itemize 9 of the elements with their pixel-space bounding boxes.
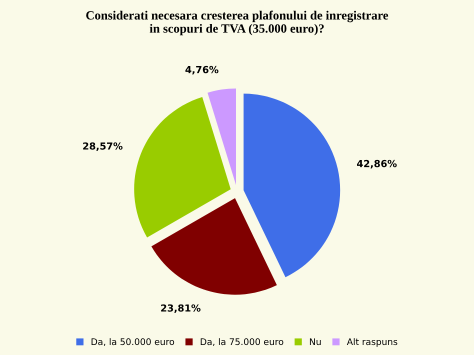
data-label: 4,76% (185, 66, 218, 74)
data-label: 23,81% (161, 304, 201, 313)
legend-label: Da, la 50.000 euro (92, 338, 174, 346)
data-label: 42,86% (356, 160, 397, 168)
data-label: 28,57% (83, 142, 123, 151)
chart-title: Considerati necesara cresterea plafonului de inregistrare in scopuri de TVA (35.000 euro)? (86, 10, 388, 36)
legend-label: Da, la 75.000 euro (200, 338, 284, 346)
legend-label: Nu (310, 338, 321, 346)
legend-label: Alt raspuns (346, 338, 398, 347)
